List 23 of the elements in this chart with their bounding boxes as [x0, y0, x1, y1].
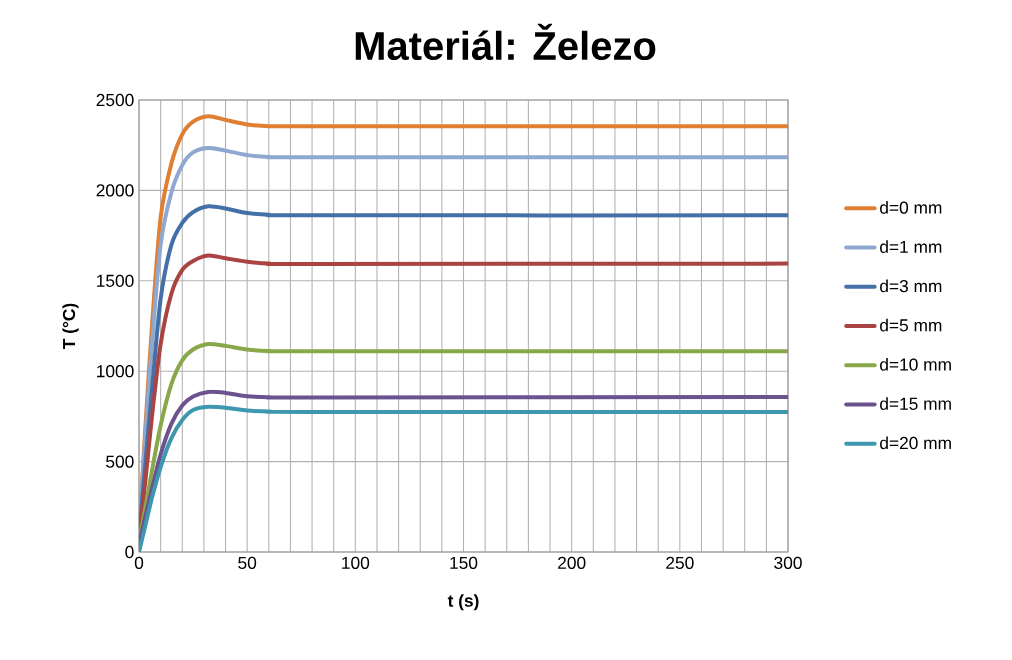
y-tick-label: 2000 — [96, 184, 134, 197]
x-axis-title: t (s) — [447, 594, 479, 611]
x-tick-label: 50 — [238, 556, 257, 569]
x-tick-label: 100 — [342, 556, 370, 569]
legend-label: d=5 mm — [880, 318, 942, 332]
y-axis-title: T (°C) — [62, 303, 79, 350]
x-tick-label: 250 — [666, 556, 694, 569]
y-tick-label: 2500 — [96, 93, 134, 107]
legend-label: d=1 mm — [880, 240, 942, 253]
x-tick-label: 300 — [774, 556, 802, 569]
y-tick-label: 1500 — [97, 274, 134, 287]
legend-label: d=15 mm — [880, 397, 951, 410]
x-tick-label: 200 — [558, 556, 586, 569]
x-tick-label: 150 — [450, 556, 478, 569]
legend-label: d=20 mm — [880, 436, 951, 450]
y-tick-label: 500 — [106, 455, 134, 468]
legend-label: d=3 mm — [880, 279, 942, 293]
y-tick-label: 0 — [125, 545, 134, 559]
legend-label: d=10 mm — [880, 357, 951, 371]
y-tick-label: 1000 — [97, 365, 134, 378]
legend-label: d=0 mm — [880, 201, 942, 214]
chart-title: Materiál: Železo — [355, 23, 656, 61]
x-tick-label: 0 — [134, 556, 144, 569]
